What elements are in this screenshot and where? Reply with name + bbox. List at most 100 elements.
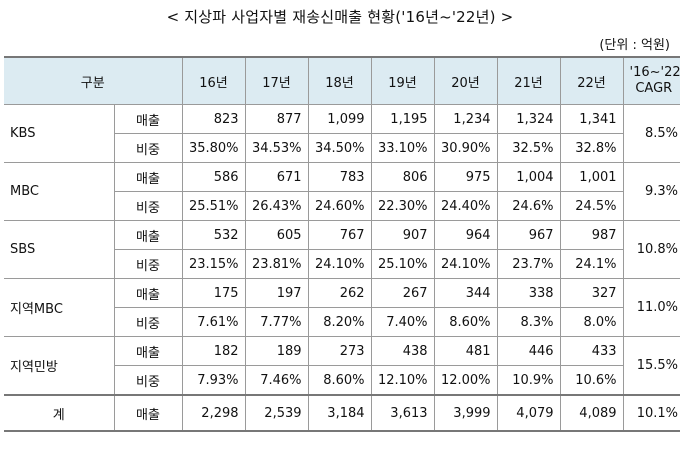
header-year: 22년	[559, 56, 624, 105]
table-row-sales: 지역MBC 매출 175 197 262 267 344 338 327 11.0%	[4, 278, 680, 337]
sales-value: 338	[496, 278, 561, 308]
sales-value: 967	[496, 220, 561, 250]
total-sales-value: 4,089	[559, 394, 624, 432]
metric-label: 매출	[113, 220, 183, 250]
share-value: 32.8%	[559, 133, 624, 163]
share-value: 24.10%	[433, 249, 498, 279]
total-sales-value: 4,079	[496, 394, 561, 432]
sales-value: 586	[181, 162, 246, 192]
total-sales-value: 3,999	[433, 394, 498, 432]
sales-value: 481	[433, 336, 498, 366]
share-value: 24.6%	[496, 191, 561, 221]
share-value: 8.3%	[496, 307, 561, 337]
company-name: 지역MBC	[4, 278, 115, 337]
company-name: SBS	[4, 220, 115, 279]
total-sales-value: 3,613	[370, 394, 435, 432]
header-category: 구분	[4, 56, 183, 105]
share-value: 25.51%	[181, 191, 246, 221]
share-value: 24.1%	[559, 249, 624, 279]
cagr-value: 11.0%	[622, 278, 680, 337]
share-value: 23.81%	[244, 249, 309, 279]
cagr-value: 8.5%	[622, 104, 680, 163]
broadcast-retransmission-sales-table: 구분 16년 17년 18년 19년 20년 21년 22년 '16~'22 C…	[4, 56, 680, 432]
share-value: 23.7%	[496, 249, 561, 279]
sales-value: 1,099	[307, 104, 372, 134]
sales-value: 1,195	[370, 104, 435, 134]
sales-value: 182	[181, 336, 246, 366]
document-title: < 지상파 사업자별 재송신매출 현황('16년~'22년) >	[166, 8, 514, 26]
share-value: 7.40%	[370, 307, 435, 337]
table-row-share: 비중 35.80% 34.53% 34.50% 33.10% 30.90% 32.5% 32.…	[4, 133, 680, 163]
sales-value: 987	[559, 220, 624, 250]
header-year: 20년	[433, 56, 498, 105]
header-year: 17년	[244, 56, 309, 105]
share-value: 26.43%	[244, 191, 309, 221]
sales-value: 783	[307, 162, 372, 192]
share-value: 12.10%	[370, 365, 435, 396]
share-value: 34.50%	[307, 133, 372, 163]
share-value: 8.0%	[559, 307, 624, 337]
table-row-sales: KBS 매출 823 877 1,099 1,195 1,234 1,324 1,341 8.5%	[4, 104, 680, 163]
share-value: 7.61%	[181, 307, 246, 337]
sales-value: 175	[181, 278, 246, 308]
share-value: 10.9%	[496, 365, 561, 396]
header-year: 21년	[496, 56, 561, 105]
sales-value: 532	[181, 220, 246, 250]
share-value: 10.6%	[559, 365, 624, 396]
metric-label: 매출	[113, 394, 183, 432]
sales-value: 1,324	[496, 104, 561, 134]
share-value: 8.60%	[307, 365, 372, 396]
unit-note: (단위 : 억원)	[599, 38, 670, 53]
sales-value: 806	[370, 162, 435, 192]
cagr-value: 10.8%	[622, 220, 680, 279]
sales-value: 262	[307, 278, 372, 308]
share-value: 7.93%	[181, 365, 246, 396]
metric-label: 비중	[113, 307, 183, 337]
table-row-sales: MBC 매출 586 671 783 806 975 1,004 1,001 9.3%	[4, 162, 680, 221]
sales-value: 446	[496, 336, 561, 366]
sales-value: 267	[370, 278, 435, 308]
share-value: 22.30%	[370, 191, 435, 221]
share-value: 33.10%	[370, 133, 435, 163]
header-year: 19년	[370, 56, 435, 105]
sales-value: 438	[370, 336, 435, 366]
metric-label: 매출	[113, 278, 183, 308]
cagr-value: 9.3%	[622, 162, 680, 221]
sales-value: 1,004	[496, 162, 561, 192]
metric-label: 매출	[113, 336, 183, 366]
table-row-sales: 지역민방 매출 182 189 273 438 481 446 433 15.5%	[4, 336, 680, 396]
table-row-share: 비중 7.61% 7.77% 8.20% 7.40% 8.60% 8.3% 8.0%	[4, 307, 680, 337]
share-value: 8.60%	[433, 307, 498, 337]
share-value: 34.53%	[244, 133, 309, 163]
share-value: 23.15%	[181, 249, 246, 279]
total-sales-value: 3,184	[307, 394, 372, 432]
metric-label: 비중	[113, 191, 183, 221]
metric-label: 매출	[113, 162, 183, 192]
company-name: 지역민방	[4, 336, 115, 396]
table-row-total: 계 매출 2,298 2,539 3,184 3,613 3,999 4,079 4,089 10…	[4, 394, 680, 432]
sales-value: 1,341	[559, 104, 624, 134]
share-value: 25.10%	[370, 249, 435, 279]
sales-value: 671	[244, 162, 309, 192]
sales-value: 605	[244, 220, 309, 250]
header-cagr-period: '16~'22	[629, 65, 680, 80]
sales-value: 344	[433, 278, 498, 308]
sales-value: 975	[433, 162, 498, 192]
sales-value: 877	[244, 104, 309, 134]
share-value: 30.90%	[433, 133, 498, 163]
sales-value: 823	[181, 104, 246, 134]
share-value: 32.5%	[496, 133, 561, 163]
share-value: 24.5%	[559, 191, 624, 221]
metric-label: 비중	[113, 133, 183, 163]
share-value: 24.40%	[433, 191, 498, 221]
sales-value: 433	[559, 336, 624, 366]
sales-value: 767	[307, 220, 372, 250]
sales-value: 197	[244, 278, 309, 308]
header-cagr-label: CAGR	[635, 81, 673, 96]
header-cagr: '16~'22 CAGR	[622, 56, 680, 105]
total-sales-value: 2,539	[244, 394, 309, 432]
total-sales-value: 2,298	[181, 394, 246, 432]
total-cagr-value: 10.1%	[622, 394, 680, 432]
sales-value: 189	[244, 336, 309, 366]
share-value: 12.00%	[433, 365, 498, 396]
